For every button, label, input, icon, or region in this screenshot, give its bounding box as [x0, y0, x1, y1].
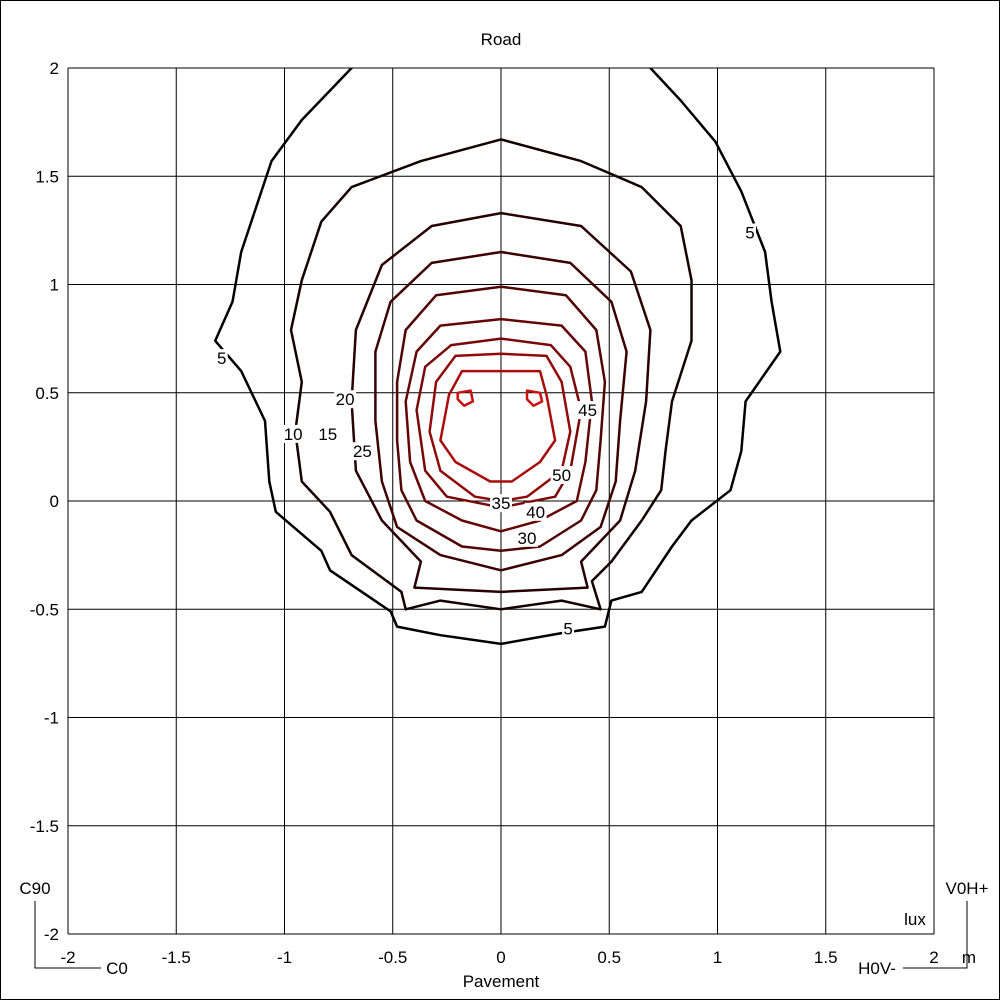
- contour-line-40: [428, 352, 572, 503]
- contour-label-background: [215, 349, 228, 368]
- corner-bracket-right: [903, 901, 968, 969]
- x-tick-label: 2: [929, 948, 938, 967]
- contour-label-background: [743, 223, 756, 242]
- x-unit-label: m: [962, 948, 976, 967]
- x-tick-label: -2: [60, 948, 75, 967]
- corner-label-h0v: H0V-: [858, 959, 896, 978]
- contour-label-background: [351, 442, 374, 461]
- contour-line-50: [525, 389, 544, 407]
- corner-label-v0h: V0H+: [946, 879, 989, 898]
- contour-lines: [213, 68, 782, 646]
- y-tick-label: 1: [50, 276, 59, 295]
- contour-label: 5: [217, 349, 226, 368]
- contour-line-30: [404, 317, 594, 533]
- x-tick-label: -1.5: [162, 948, 191, 967]
- x-tick-label: 1.5: [814, 948, 838, 967]
- x-axis-label: Pavement: [463, 972, 540, 991]
- y-tick-label: 1.5: [35, 167, 59, 186]
- contour-label-background: [282, 424, 305, 443]
- contour-label-background: [316, 424, 339, 443]
- y-tick-label: -1.5: [30, 817, 59, 836]
- x-tick-label: -0.5: [378, 948, 407, 967]
- contour-label-background: [524, 502, 547, 521]
- contour-label: 40: [526, 503, 545, 522]
- contour-label: 5: [563, 620, 572, 639]
- value-unit-label: lux: [904, 910, 926, 929]
- contour-label: 30: [518, 529, 537, 548]
- contour-line-20: [374, 250, 628, 572]
- contour-labels: 5 5 5 10 15 20 25 45 50 40 30 35: [215, 223, 756, 639]
- contour-label-background: [576, 401, 599, 420]
- contour-label-background: [334, 390, 357, 409]
- corner-label-c90: C90: [19, 879, 50, 898]
- x-tick-label: 0.5: [597, 948, 621, 967]
- contour-line-10: [289, 138, 693, 611]
- contour-line-50: [456, 389, 475, 407]
- y-tick-label: 0: [50, 492, 59, 511]
- y-tick-label: -0.5: [30, 600, 59, 619]
- contour-label-background: [515, 528, 538, 547]
- x-tick-label: 1: [713, 948, 722, 967]
- contour-label: 20: [336, 390, 355, 409]
- corner-label-c0: C0: [106, 959, 128, 978]
- axis-ticks: -2 -1.5 -1 -0.5 0 0.5 1 1.5 2 2 1.5 1 0.5 0 -0.5 -1 -1.5…: [30, 59, 939, 967]
- contour-label: 45: [578, 401, 597, 420]
- contour-label-background: [490, 494, 512, 513]
- y-tick-label: -2: [44, 925, 59, 944]
- contour-label: 50: [552, 466, 571, 485]
- contour-label: 5: [745, 224, 754, 243]
- y-tick-label: -1: [44, 709, 59, 728]
- contour-line-5: [213, 68, 782, 646]
- chart-title: Road: [481, 30, 522, 49]
- x-tick-label: 0: [496, 948, 505, 967]
- x-tick-label: -1: [277, 948, 292, 967]
- contour-label-background: [562, 619, 575, 638]
- y-tick-label: 0.5: [35, 384, 59, 403]
- y-tick-label: 2: [50, 59, 59, 78]
- contour-label: 10: [284, 425, 303, 444]
- contour-label: 35: [492, 494, 511, 513]
- contour-label: 25: [353, 442, 372, 461]
- contour-line-45: [439, 369, 557, 483]
- contour-line-15: [350, 211, 652, 594]
- contour-line-25: [395, 285, 607, 553]
- contour-label: 15: [318, 425, 337, 444]
- contour-label-background: [550, 466, 573, 485]
- corner-bracket-left: [34, 901, 101, 969]
